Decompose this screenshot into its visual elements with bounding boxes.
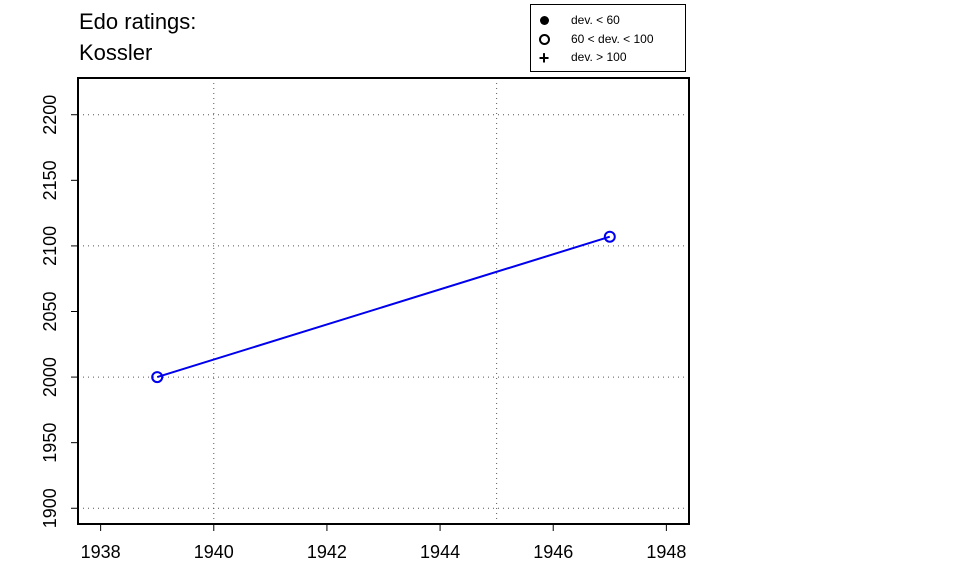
x-tick-label: 1938 xyxy=(81,542,121,562)
x-axis: 1938 1940 1942 1944 1946 1948 xyxy=(81,524,686,562)
y-tick-label: 2200 xyxy=(40,95,60,135)
series xyxy=(151,230,616,384)
y-tick-label: 2050 xyxy=(40,291,60,331)
chart-title-line-1: Edo ratings: xyxy=(79,9,197,34)
x-tick-label: 1942 xyxy=(307,542,347,562)
y-axis: 1900 1950 2000 2050 2100 2150 2200 xyxy=(40,95,78,528)
legend-label: dev. > 100 xyxy=(571,50,627,64)
filled-circle-icon xyxy=(537,11,551,29)
legend-label: 60 < dev. < 100 xyxy=(571,32,654,46)
data-point xyxy=(603,230,616,243)
grid xyxy=(78,78,689,524)
x-tick-label: 1944 xyxy=(420,542,460,562)
y-tick-label: 1950 xyxy=(40,423,60,463)
y-tick-label: 1900 xyxy=(40,488,60,528)
plus-icon: + xyxy=(538,47,550,68)
x-tick-label: 1948 xyxy=(646,542,686,562)
open-circle-icon xyxy=(537,30,551,48)
legend-label: dev. < 60 xyxy=(571,13,620,27)
x-tick-label: 1940 xyxy=(194,542,234,562)
y-tick-label: 2100 xyxy=(40,226,60,266)
legend: dev. < 60 60 < dev. < 100 + dev. > 100 xyxy=(530,4,686,72)
data-point xyxy=(151,371,164,384)
x-tick-label: 1946 xyxy=(533,542,573,562)
chart-title-line-2: Kossler xyxy=(79,40,153,65)
plot-frame xyxy=(77,77,690,525)
y-tick-label: 2000 xyxy=(40,357,60,397)
y-tick-label: 2150 xyxy=(40,160,60,200)
series-line xyxy=(156,235,611,379)
